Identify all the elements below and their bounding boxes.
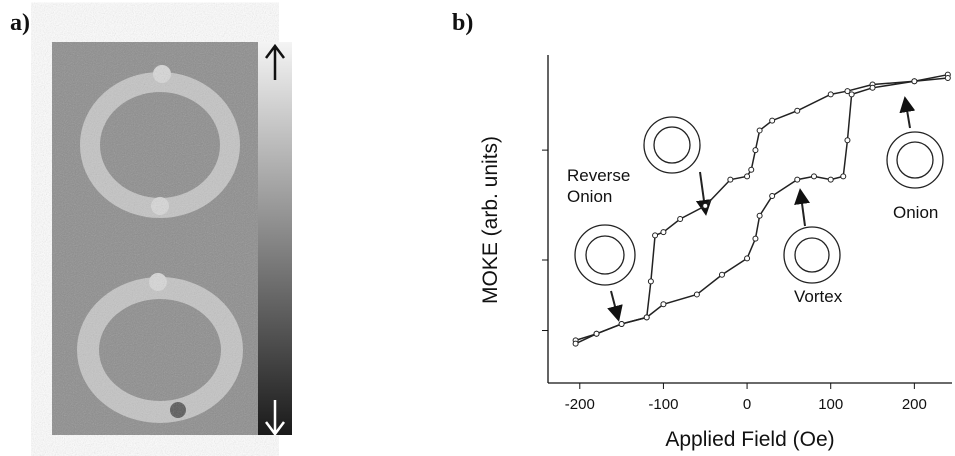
x-tick-label: 0 bbox=[743, 396, 751, 413]
marker bbox=[744, 255, 751, 262]
x-tick-label: 100 bbox=[818, 396, 843, 413]
annotation: Reverse Onion bbox=[567, 166, 631, 206]
marker bbox=[652, 232, 659, 239]
marker bbox=[840, 173, 847, 180]
marker bbox=[794, 107, 801, 114]
panel-label: b) bbox=[452, 10, 473, 36]
marker bbox=[794, 176, 801, 183]
line bbox=[575, 77, 948, 345]
marker bbox=[593, 330, 600, 337]
marker bbox=[756, 212, 763, 219]
marker bbox=[848, 91, 855, 98]
annotation: Onion bbox=[893, 203, 939, 222]
marker bbox=[769, 193, 776, 200]
x-tick-label: -200 bbox=[565, 396, 595, 413]
marker bbox=[647, 278, 654, 285]
marker bbox=[752, 235, 759, 242]
marker bbox=[643, 314, 650, 321]
panel-label: a) bbox=[10, 10, 30, 36]
marker bbox=[944, 74, 951, 81]
marker bbox=[752, 147, 759, 154]
marker bbox=[618, 320, 625, 327]
marker bbox=[693, 291, 700, 298]
annotation: Vortex bbox=[794, 287, 843, 306]
marker bbox=[810, 173, 817, 180]
line bbox=[575, 73, 948, 342]
marker bbox=[702, 202, 709, 209]
icons bbox=[574, 96, 944, 322]
marker bbox=[827, 176, 834, 183]
marker bbox=[769, 117, 776, 124]
marker bbox=[844, 137, 851, 144]
marker bbox=[756, 127, 763, 134]
marker bbox=[572, 340, 579, 347]
mfm-image bbox=[52, 42, 292, 437]
marker bbox=[748, 166, 755, 173]
marker bbox=[660, 301, 667, 308]
marker bbox=[660, 229, 667, 236]
x-tick-label: 200 bbox=[902, 396, 927, 413]
marker bbox=[727, 176, 734, 183]
x-axis-label: Applied Field (Oe) bbox=[665, 428, 834, 451]
marker bbox=[911, 78, 918, 85]
marker bbox=[844, 88, 851, 95]
marker bbox=[827, 91, 834, 98]
marker bbox=[718, 271, 725, 278]
x-tick-label: -100 bbox=[648, 396, 678, 413]
marker bbox=[869, 84, 876, 91]
marker bbox=[744, 173, 751, 180]
y-axis-label: MOKE (arb. units) bbox=[479, 136, 502, 304]
marker bbox=[677, 216, 684, 222]
